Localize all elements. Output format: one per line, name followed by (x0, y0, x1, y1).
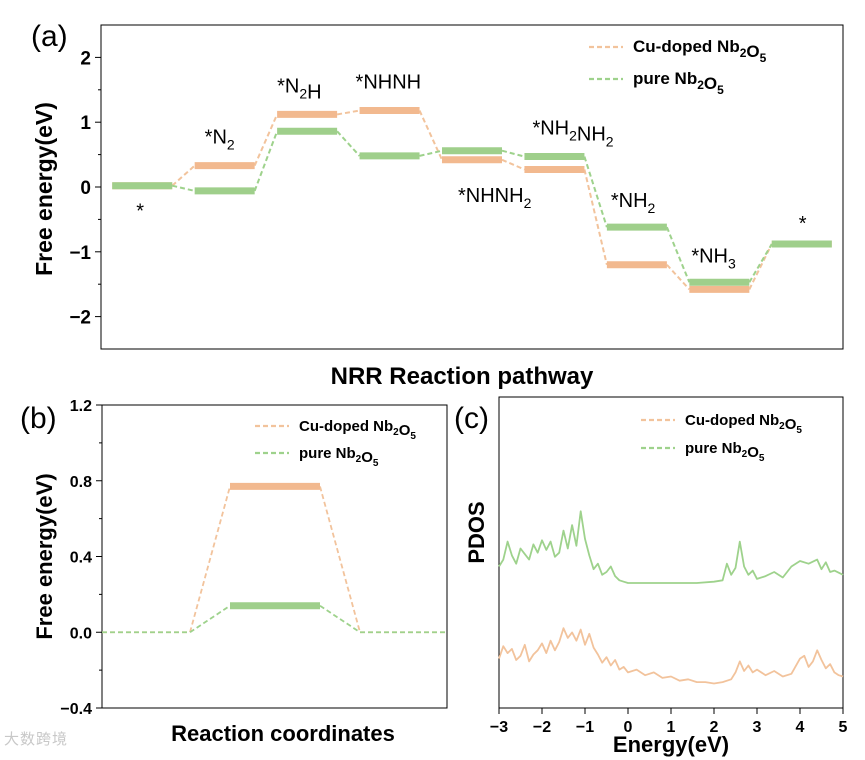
series-connector-a (419, 149, 443, 157)
pdos-curve-c (498, 627, 844, 685)
x-tick-label-c: 0 (624, 719, 633, 736)
series-connector-a (171, 184, 195, 192)
x-axis-title-c: Energy(eV) (613, 732, 729, 757)
series-connector-a (583, 169, 608, 265)
panel-label-b: (b) (20, 402, 57, 435)
x-tick-label-c: 4 (796, 719, 805, 736)
y-tick-label-a: −2 (69, 308, 91, 329)
x-tick-label-c: 3 (753, 719, 762, 736)
x-tick-label-c: −1 (576, 719, 594, 736)
state-label-a: *NH2NH2 (532, 118, 613, 150)
series-connector-a (748, 243, 773, 283)
y-axis-title-b: Free energy(eV) (32, 473, 57, 639)
state-label-a: *N2H (277, 75, 321, 103)
axes-frame-c (498, 396, 844, 709)
series-line-b (189, 486, 231, 633)
state-label-a: *NH3 (691, 245, 736, 271)
series-connector-a (501, 149, 525, 158)
y-tick-label-b: −0.4 (60, 701, 92, 718)
state-label-a: * (136, 201, 144, 223)
legend-cu-b-label: Cu-doped Nb2O5 (299, 418, 416, 442)
x-tick-label-c: 5 (839, 719, 848, 736)
panel-label-a: (a) (31, 20, 68, 53)
x-tick-label-c: 1 (667, 719, 676, 736)
state-label-a: *NHNH2 (458, 185, 532, 211)
y-tick-label-b: 0.8 (70, 474, 92, 491)
legend-cu-c-label: Cu-doped Nb2O5 (685, 412, 802, 436)
series-connector-a (171, 164, 196, 187)
legend-pure-b-label: pure Nb2O5 (299, 445, 379, 469)
watermark-text: 大数跨境 (4, 730, 69, 748)
y-tick-label-a: 2 (80, 48, 91, 69)
pdos-curve-c (498, 510, 844, 584)
series-connector-a (418, 110, 443, 161)
series-connector-a (336, 109, 360, 116)
series-connector-a (501, 158, 525, 171)
series-line-b (319, 486, 361, 633)
series-line-b (189, 604, 231, 634)
series-connector-a (253, 114, 279, 167)
series-line-b (319, 604, 361, 634)
y-tick-label-a: 0 (80, 178, 91, 199)
y-tick-label-a: 1 (80, 113, 91, 134)
legend-pure-a-label: pure Nb2O5 (633, 69, 724, 97)
legend-cu-a-label: Cu-doped Nb2O5 (633, 37, 767, 65)
series-connector-a (583, 156, 608, 228)
x-axis-title-b: Reaction coordinates (171, 721, 395, 746)
legend-pure-c-label: pure Nb2O5 (685, 440, 765, 464)
series-connector-a (666, 264, 691, 291)
axes-frame-b (101, 404, 448, 709)
y-axis-title-c: PDOS (464, 501, 489, 563)
state-label-a: *N2 (205, 127, 235, 153)
series-connector-a (665, 226, 691, 283)
y-tick-label-b: 0.0 (70, 625, 92, 642)
state-label-a: * (799, 213, 807, 235)
state-label-a: *NH2 (611, 190, 656, 216)
x-tick-label-c: −2 (533, 719, 551, 736)
x-axis-title-a: NRR Reaction pathway (331, 363, 594, 390)
y-axis-title-a: Free energy(eV) (31, 102, 57, 276)
y-tick-label-b: 0.4 (70, 550, 92, 567)
series-connector-a (336, 130, 361, 157)
panel-label-c: (c) (454, 402, 489, 435)
series-connector-a (253, 130, 279, 192)
y-tick-label-a: −1 (69, 243, 91, 264)
x-tick-label-c: −3 (490, 719, 508, 736)
state-label-a: *NHNH (356, 72, 422, 94)
x-tick-label-c: 2 (710, 719, 719, 736)
y-tick-label-b: 1.2 (70, 398, 92, 415)
